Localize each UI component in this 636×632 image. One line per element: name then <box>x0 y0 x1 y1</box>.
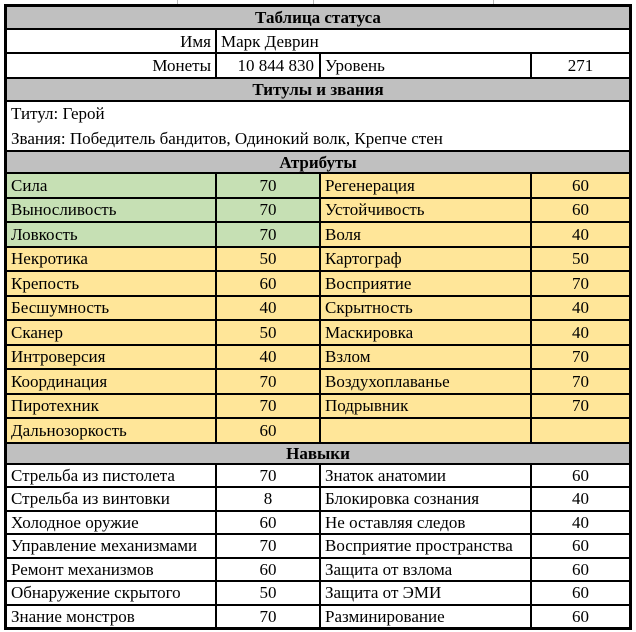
title-line: Титул: Герой <box>11 104 105 123</box>
coins-value: 10 844 830 <box>217 54 319 77</box>
attr-name: Некротика <box>7 247 215 270</box>
attr-value: 60 <box>217 419 319 442</box>
skill-value: 60 <box>217 511 319 533</box>
skills-section-header: Навыки <box>7 443 629 463</box>
attr-name: Сканер <box>7 321 215 344</box>
gridline-stub <box>313 0 314 4</box>
attr-name: Картограф <box>321 247 530 270</box>
skill-value: 60 <box>532 605 629 627</box>
level-label: Уровень <box>321 54 530 77</box>
attr-value: 70 <box>217 198 319 221</box>
attr-value: 60 <box>532 174 629 197</box>
skill-value: 40 <box>532 488 629 510</box>
skill-name: Знание монстров <box>7 605 215 627</box>
skill-value: 70 <box>217 464 319 486</box>
attr-value: 50 <box>217 321 319 344</box>
attr-value: 70 <box>217 394 319 417</box>
attr-name: Дальнозоркость <box>7 419 215 442</box>
skill-name: Стрельба из пистолета <box>7 464 215 486</box>
attr-value: 60 <box>217 272 319 295</box>
skill-value: 60 <box>532 582 629 604</box>
attr-name: Крепость <box>7 272 215 295</box>
skill-name: Обнаружение скрытого <box>7 582 215 604</box>
attr-value: 50 <box>217 247 319 270</box>
skill-name: Восприятие пространства <box>321 535 530 557</box>
skill-name: Холодное оружие <box>7 511 215 533</box>
skill-name: Блокировка сознания <box>321 488 530 510</box>
attr-value: 70 <box>217 370 319 393</box>
titles-section-header: Титулы и звания <box>7 79 629 100</box>
level-value: 271 <box>532 54 629 77</box>
skill-value: 70 <box>217 605 319 627</box>
skill-value: 40 <box>532 511 629 533</box>
attr-name: Координация <box>7 370 215 393</box>
attr-value: 40 <box>217 345 319 368</box>
attributes-section-header: Атрибуты <box>7 152 629 172</box>
ranks-line: Звания: Победитель бандитов, Одинокий во… <box>11 129 443 148</box>
attr-value: 40 <box>532 223 629 246</box>
attr-name: Скрытность <box>321 296 530 319</box>
skill-value: 60 <box>217 558 319 580</box>
skill-value: 60 <box>532 464 629 486</box>
skill-name: Не оставляя следов <box>321 511 530 533</box>
attr-value: 40 <box>217 296 319 319</box>
gridline-stub <box>177 0 178 4</box>
gridline-stub <box>493 0 494 4</box>
attr-name: Выносливость <box>7 198 215 221</box>
skill-name: Управление механизмами <box>7 535 215 557</box>
table-title: Таблица статуса <box>7 7 629 28</box>
skill-name: Разминирование <box>321 605 530 627</box>
attr-name: Пиротехник <box>7 394 215 417</box>
skill-value: 60 <box>532 558 629 580</box>
attr-name: Взлом <box>321 345 530 368</box>
attr-value: 50 <box>532 247 629 270</box>
skill-value: 8 <box>217 488 319 510</box>
attr-value-empty <box>532 419 629 442</box>
attr-value: 70 <box>217 174 319 197</box>
skill-name: Ремонт механизмов <box>7 558 215 580</box>
attr-name: Маскировка <box>321 321 530 344</box>
name-value: Марк Деврин <box>217 30 629 52</box>
attr-name: Бесшумность <box>7 296 215 319</box>
skill-name: Стрельба из винтовки <box>7 488 215 510</box>
skill-value: 60 <box>532 535 629 557</box>
attr-name: Интроверсия <box>7 345 215 368</box>
attr-value: 60 <box>532 198 629 221</box>
attr-value: 70 <box>532 394 629 417</box>
skill-name: Защита от взлома <box>321 558 530 580</box>
skill-name: Защита от ЭМИ <box>321 582 530 604</box>
attr-value: 70 <box>217 223 319 246</box>
attr-value: 70 <box>532 272 629 295</box>
skill-value: 70 <box>217 535 319 557</box>
titles-cell: Титул: Герой Звания: Победитель бандитов… <box>7 102 629 150</box>
attr-name: Воздухоплаванье <box>321 370 530 393</box>
attr-value: 70 <box>532 345 629 368</box>
attr-value: 40 <box>532 296 629 319</box>
attr-value: 70 <box>532 370 629 393</box>
attr-name: Восприятие <box>321 272 530 295</box>
attr-name: Устойчивость <box>321 198 530 221</box>
name-label: Имя <box>7 30 215 52</box>
attr-name: Воля <box>321 223 530 246</box>
skill-name: Знаток анатомии <box>321 464 530 486</box>
status-table: Таблица статуса Имя Марк Деврин Монеты 1… <box>4 4 632 630</box>
attr-name: Ловкость <box>7 223 215 246</box>
skill-value: 50 <box>217 582 319 604</box>
attr-name: Подрывник <box>321 394 530 417</box>
attr-name-empty <box>321 419 530 442</box>
coins-label: Монеты <box>7 54 215 77</box>
attr-name: Сила <box>7 174 215 197</box>
attr-value: 40 <box>532 321 629 344</box>
attr-name: Регенерация <box>321 174 530 197</box>
